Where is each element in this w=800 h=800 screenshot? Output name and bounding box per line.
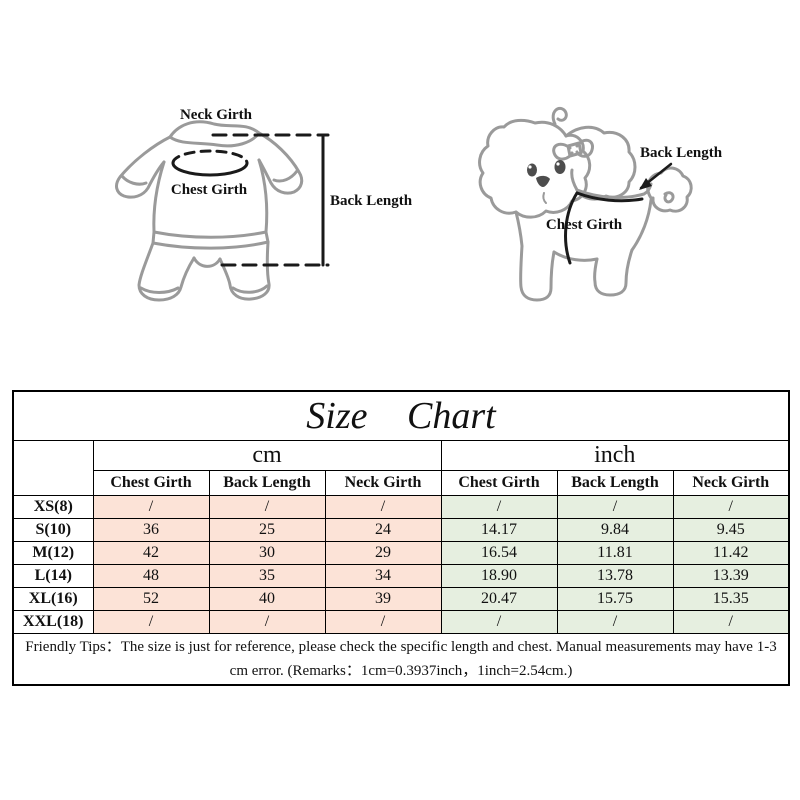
- cm-chest-girth-header: Chest Girth: [92, 470, 210, 496]
- pet-clothes-measurement-diagram: Neck Girth Chest Girth Back Length: [115, 107, 413, 302]
- inch-chest-girth-header: Chest Girth: [440, 470, 558, 496]
- inch-value-cell: /: [440, 495, 558, 519]
- cm-value-cell: 40: [208, 587, 326, 611]
- size-label-cell: L(14): [12, 564, 94, 588]
- cm-back-length-header: Back Length: [208, 470, 326, 496]
- size-label-cell: XL(16): [12, 587, 94, 611]
- neck-girth-label: Neck Girth: [180, 107, 253, 123]
- cm-value-cell: 24: [324, 518, 442, 542]
- chest-girth-label: Chest Girth: [171, 182, 248, 198]
- corner-cell: [12, 440, 94, 496]
- inch-value-cell: 11.42: [672, 541, 790, 565]
- cm-value-cell: 30: [208, 541, 326, 565]
- inch-back-length-header: Back Length: [556, 470, 674, 496]
- inch-value-cell: 9.84: [556, 518, 674, 542]
- friendly-tips-note: Friendly Tips：The size is just for refer…: [12, 633, 790, 686]
- chart-title: Size Chart: [12, 390, 790, 441]
- inch-value-cell: 9.45: [672, 518, 790, 542]
- title-row: Size Chart: [12, 390, 790, 441]
- cm-value-cell: 42: [92, 541, 210, 565]
- cm-value-cell: /: [92, 495, 210, 519]
- inch-unit-header: inch: [440, 440, 790, 471]
- cm-value-cell: 29: [324, 541, 442, 565]
- measurement-lines: [564, 162, 673, 265]
- cm-value-cell: 39: [324, 587, 442, 611]
- head-curl: [551, 106, 568, 126]
- back-length-label: Back Length: [640, 145, 723, 161]
- table-row: L(14) 48 35 34 18.90 13.78 13.39: [12, 564, 790, 588]
- inch-value-cell: /: [440, 610, 558, 634]
- bow-left-loop: [552, 142, 574, 161]
- inch-value-cell: 16.54: [440, 541, 558, 565]
- inch-value-cell: /: [672, 610, 790, 634]
- cm-value-cell: 52: [92, 587, 210, 611]
- size-label-cell: S(10): [12, 518, 94, 542]
- inch-value-cell: 20.47: [440, 587, 558, 611]
- footer-row: Friendly Tips：The size is just for refer…: [12, 633, 790, 686]
- inch-value-cell: /: [556, 610, 674, 634]
- inch-value-cell: 13.78: [556, 564, 674, 588]
- friendly-tips-line1: Friendly Tips：The size is just for refer…: [25, 639, 777, 655]
- outfit-outline-drawing: [115, 120, 304, 302]
- cm-value-cell: /: [324, 495, 442, 519]
- dog-outline-drawing: [478, 106, 693, 302]
- inch-value-cell: 11.81: [556, 541, 674, 565]
- tail: [646, 166, 693, 213]
- cm-value-cell: 34: [324, 564, 442, 588]
- table-row: M(12) 42 30 29 16.54 11.81 11.42: [12, 541, 790, 565]
- mouth: [542, 192, 547, 204]
- size-label-cell: XS(8): [12, 495, 94, 519]
- size-label-cell: M(12): [12, 541, 94, 565]
- friendly-tips-line2: cm error. (Remarks：1cm=0.3937inch，1inch=…: [229, 663, 573, 679]
- chest-girth-dashed-ellipse: [171, 149, 249, 165]
- cm-value-cell: /: [324, 610, 442, 634]
- chest-girth-label: Chest Girth: [546, 217, 623, 233]
- cm-value-cell: /: [208, 610, 326, 634]
- size-label-cell: XXL(18): [12, 610, 94, 634]
- column-header-row: Chest Girth Back Length Neck Girth Chest…: [13, 470, 790, 496]
- cm-unit-header: cm: [92, 440, 442, 471]
- inch-neck-girth-header: Neck Girth: [672, 470, 790, 496]
- table-row: XL(16) 52 40 39 20.47 15.75 15.35: [12, 587, 790, 611]
- chest-measure-arc: [564, 191, 579, 265]
- unit-row: cm inch: [12, 440, 790, 496]
- measurement-lines: [171, 133, 330, 267]
- table-row: XXL(18) / / / / / /: [12, 610, 790, 634]
- inch-value-cell: 15.35: [672, 587, 790, 611]
- inch-value-cell: 13.39: [672, 564, 790, 588]
- cm-value-cell: 25: [208, 518, 326, 542]
- arrowhead: [639, 178, 652, 190]
- table-row: S(10) 36 25 24 14.17 9.84 9.45: [12, 518, 790, 542]
- bow-right-loop: [575, 138, 594, 158]
- left-eye: [527, 163, 537, 177]
- inch-value-cell: 15.75: [556, 587, 674, 611]
- dog-face: [527, 160, 566, 187]
- inch-value-cell: /: [556, 495, 674, 519]
- inch-value-cell: 14.17: [440, 518, 558, 542]
- cm-value-cell: 48: [92, 564, 210, 588]
- dog-measurement-diagram: Back Length Chest Girth: [478, 106, 723, 302]
- cm-value-cell: 36: [92, 518, 210, 542]
- back-length-label: Back Length: [330, 193, 413, 209]
- nose: [536, 175, 550, 187]
- cm-neck-girth-header: Neck Girth: [324, 470, 442, 496]
- inch-value-cell: /: [672, 495, 790, 519]
- tail-curl: [663, 191, 675, 204]
- cm-value-cell: 35: [208, 564, 326, 588]
- back-measure-line: [575, 191, 644, 203]
- right-eye: [554, 160, 566, 174]
- cm-value-cell: /: [208, 495, 326, 519]
- cm-value-cell: /: [92, 610, 210, 634]
- table-row: XS(8) / / / / / /: [12, 495, 790, 519]
- inch-value-cell: 18.90: [440, 564, 558, 588]
- size-chart-table: Size Chart cm inch Chest Girth Back Leng…: [12, 390, 790, 686]
- bow-knot: [566, 141, 583, 158]
